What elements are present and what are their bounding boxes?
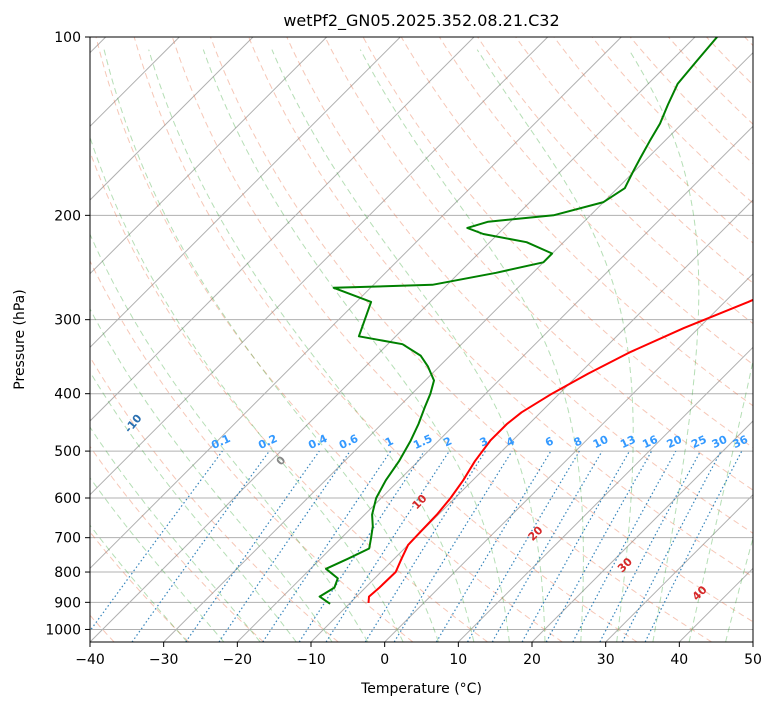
plot-frame	[89, 36, 754, 643]
mixing-ratio-line	[262, 450, 392, 642]
mixing-ratio-line	[131, 450, 270, 642]
dry-adiabat-80	[324, 37, 753, 491]
isotherm--50	[90, 37, 622, 570]
mixing-ratio-label: 30	[710, 433, 730, 451]
moist-adiabat-layer	[90, 49, 753, 642]
x-tick-label: 30	[597, 652, 615, 668]
moist-adiabat-45	[725, 536, 753, 642]
dry-adiabat--10	[90, 356, 339, 642]
moist-adiabat-0	[90, 135, 404, 642]
dry-adiabat-20	[95, 37, 563, 642]
mixing-ratio-label: 20	[665, 433, 685, 451]
mixing-ratio-label: 36	[731, 433, 751, 451]
x-tick-label: 20	[523, 652, 541, 668]
profile-layer	[318, 37, 753, 605]
moist-adiabat--20	[90, 426, 261, 642]
y-tick-label: 400	[54, 387, 81, 403]
mixing-ratio-label: 16	[640, 433, 660, 451]
dry-adiabat-30	[133, 37, 638, 642]
moist-adiabat--25	[90, 476, 225, 642]
dry-adiabat-130	[515, 37, 753, 284]
x-tick-label: 40	[670, 652, 688, 668]
moist-adiabat-25	[359, 49, 584, 642]
mixing-ratio-label: 25	[689, 433, 708, 451]
y-tick-label: 800	[54, 565, 81, 581]
chart-title: wetPf2_GN05.2025.352.08.21.C32	[283, 11, 559, 31]
y-tick-label: 200	[54, 208, 81, 224]
mixing-ratio-line	[325, 450, 450, 642]
mixing-ratio-label: 10	[591, 433, 611, 451]
isotherm--60	[90, 37, 549, 496]
grid-layer	[90, 37, 753, 642]
x-tick-label: −10	[296, 652, 326, 668]
temperature-profile	[367, 298, 753, 603]
dewpoint-profile	[318, 37, 718, 605]
mixing-ratio-line	[572, 450, 677, 642]
moist-adiabat-30	[476, 49, 634, 642]
y-tick-label: 1000	[45, 622, 81, 638]
moist-adiabat--5	[90, 233, 369, 642]
moist-adiabat-40	[688, 358, 753, 642]
mixing-ratio-line	[393, 450, 513, 642]
y-tick-label: 500	[54, 444, 81, 460]
isotherm--30	[163, 51, 753, 642]
dry-adiabat-50	[210, 37, 753, 623]
dry-adiabat--20	[90, 445, 264, 642]
isotherm-0	[384, 272, 753, 642]
isotherm--100	[90, 37, 254, 201]
x-tick-label: 50	[744, 652, 762, 668]
mixing-ratio-line	[218, 450, 351, 642]
moist-adiabat--15	[90, 370, 297, 642]
moist-adiabat--10	[90, 308, 333, 642]
dry-adiabat-layer	[90, 37, 753, 642]
x-tick-label: −30	[149, 652, 179, 668]
y-tick-label: 900	[54, 595, 81, 611]
x-tick-label: 0	[380, 652, 389, 668]
isotherm--20	[236, 125, 753, 642]
x-tick-label: 10	[449, 652, 467, 668]
y-tick-label: 700	[54, 531, 81, 547]
axis-layer: −40 −30 −20 −10 0 10 20 30 40 50 1000 900 800 700 600 5…	[45, 30, 762, 668]
isotherm--40	[90, 37, 696, 642]
isotherm-30	[605, 493, 753, 642]
x-tick-label: −20	[223, 652, 253, 668]
y-tick-label: 100	[54, 30, 81, 46]
moist-adiabat-10	[148, 49, 475, 642]
x-axis-title: Temperature (°C)	[360, 681, 482, 697]
isotherm--80	[90, 37, 401, 349]
isotherm-20	[531, 420, 753, 642]
dry-adiabat-40	[171, 37, 712, 642]
moist-adiabat-20	[271, 49, 546, 642]
moist-adiabat-35	[628, 49, 700, 642]
mixing-ratio-line	[90, 450, 223, 632]
mixing-ratio-line	[644, 450, 743, 642]
dry-adiabat-60	[248, 37, 753, 578]
y-tick-label: 300	[54, 313, 81, 329]
dry-adiabat-70	[286, 37, 753, 534]
dry-adiabat-0	[90, 259, 414, 642]
mixing-ratio-layer	[90, 450, 743, 642]
mixing-ratio-line	[521, 450, 631, 642]
mixing-ratio-line	[545, 450, 653, 642]
y-tick-label: 600	[54, 491, 81, 507]
x-tick-label: −40	[75, 652, 105, 668]
mixing-ratio-label: 13	[618, 433, 637, 451]
isotherm--70	[90, 37, 475, 422]
y-axis-title: Pressure (hPa)	[12, 289, 28, 389]
isotherm--90	[90, 37, 328, 275]
moist-adiabat--30	[90, 524, 188, 642]
mixing-ratio-line	[185, 450, 320, 642]
mixing-ratio-line	[298, 450, 425, 642]
isotherm-10	[457, 346, 753, 642]
